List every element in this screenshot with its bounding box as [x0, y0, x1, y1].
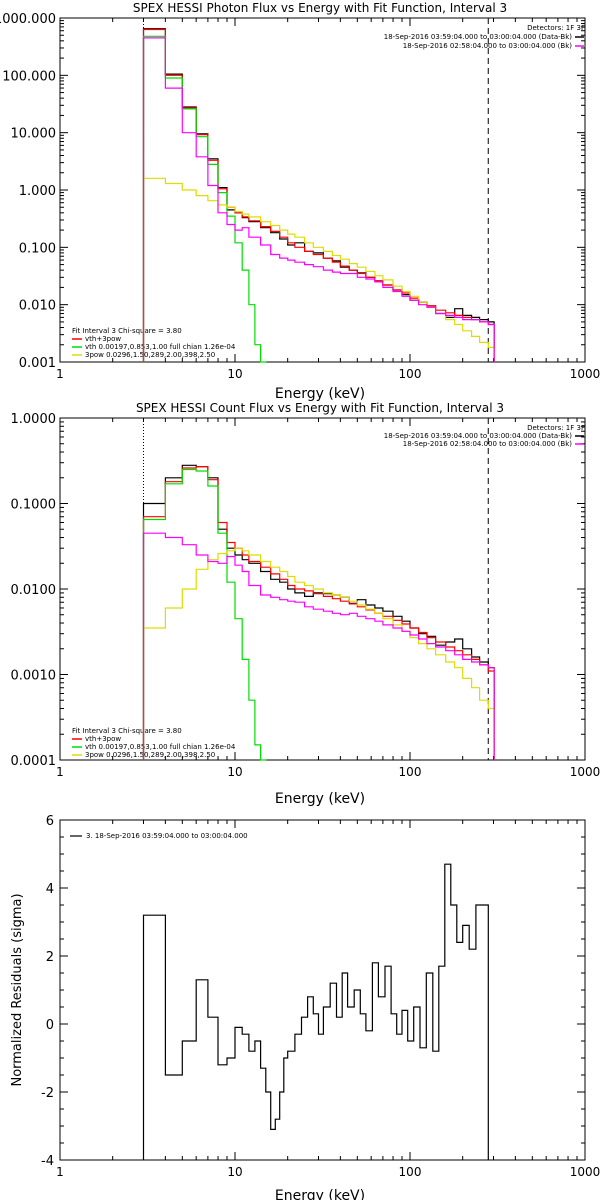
y-tick-label: 0.100 — [19, 241, 56, 256]
photon-flux-fit-line: vth 0.00197,0.853,1.00 full chian 1.26e-… — [85, 343, 236, 351]
count-flux-xlabel: Energy (keV) — [275, 791, 365, 807]
series-line-2 — [142, 35, 267, 363]
count-flux-info-line: 18-Sep-2016 03:59:04.000 to 03:00:04.000… — [384, 432, 573, 440]
x-tick-label: 10 — [227, 1165, 242, 1179]
y-tick-label: 0.010 — [19, 299, 56, 314]
residuals-xlabel: Energy (keV) — [275, 1188, 365, 1200]
y-tick-label: 10.000 — [11, 127, 57, 142]
x-tick-label: 100 — [399, 765, 422, 779]
series-line-4 — [142, 532, 495, 760]
photon-flux-info-line: 18-Sep-2016 02:58:04.000 to 03:00:04.000… — [403, 42, 573, 50]
y-tick-label: 0.001 — [19, 356, 56, 371]
photon-flux-info-line: 18-Sep-2016 03:59:04.000 to 03:00:04.000… — [384, 33, 573, 41]
y-tick-label: 100.000 — [2, 69, 56, 84]
series-line-3 — [142, 547, 495, 760]
y-tick-label: 4 — [46, 882, 54, 897]
y-tick-label: 1.000 — [19, 184, 56, 199]
count-flux-fit-line: vth 0.00197,0.853,1.00 full chian 1.26e-… — [85, 743, 236, 751]
residuals-ylabel: Normalized Residuals (sigma) — [10, 893, 25, 1086]
y-tick-label: -4 — [41, 1154, 54, 1169]
photon-flux-fit-line: 3pow 0.0296,1.50,289,2.00,398,2.50 — [85, 351, 215, 359]
y-tick-label: 0 — [46, 1018, 54, 1033]
plot-frame — [59, 819, 586, 1161]
count-flux-detectors: Detectors: 1F 3F — [527, 424, 585, 432]
x-tick-label: 10 — [227, 367, 242, 381]
series-line-2 — [142, 468, 267, 761]
residuals-panel: Energy (keV) Normalized Residuals (sigma… — [10, 814, 600, 1200]
photon-flux-detectors: Detectors: 1F 3F — [527, 24, 585, 32]
x-tick-label: 1000 — [570, 765, 600, 779]
plot-frame — [59, 17, 586, 363]
x-tick-label: 1 — [56, 367, 64, 381]
y-tick-label: 2 — [46, 950, 54, 965]
series-line-0 — [142, 863, 489, 1160]
y-tick-label: 0.0001 — [11, 754, 57, 769]
photon-flux-panel: SPEX HESSI Photon Flux vs Energy with Fi… — [0, 1, 600, 402]
count-flux-title: SPEX HESSI Count Flux vs Energy with Fit… — [136, 401, 504, 415]
photon-flux-xlabel: Energy (keV) — [275, 386, 365, 402]
count-flux-fit-line: 3pow 0.0296,1.50,289,2.00,398,2.50 — [85, 751, 215, 759]
y-tick-label: 6 — [46, 814, 54, 829]
series-line-3 — [142, 177, 495, 362]
photon-flux-fit-line: vth+3pow — [85, 335, 121, 343]
count-flux-fit-line: Fit Interval 3 Chi-square = 3.80 — [72, 727, 182, 735]
series-line-4 — [142, 37, 495, 362]
residuals-legend: 3. 18-Sep-2016 03:59:04.000 to 03:00:04.… — [86, 832, 248, 840]
y-tick-label: 0.0010 — [11, 669, 57, 684]
count-flux-fit-line: vth+3pow — [85, 735, 121, 743]
x-tick-label: 100 — [399, 367, 422, 381]
y-tick-label: 1000.000 — [0, 12, 56, 27]
x-tick-label: 1000 — [570, 1165, 600, 1179]
count-flux-panel: SPEX HESSI Count Flux vs Energy with Fit… — [11, 401, 600, 807]
series-line-0 — [142, 464, 495, 760]
y-tick-label: -2 — [41, 1086, 54, 1101]
y-tick-label: 1.0000 — [11, 412, 57, 427]
x-tick-label: 1 — [56, 765, 64, 779]
x-tick-label: 1000 — [570, 367, 600, 381]
photon-flux-title: SPEX HESSI Photon Flux vs Energy with Fi… — [133, 1, 507, 15]
y-tick-label: 0.1000 — [11, 498, 57, 513]
series-line-1 — [142, 466, 495, 760]
x-tick-label: 10 — [227, 765, 242, 779]
count-flux-info-line: 18-Sep-2016 02:58:04.000 to 03:00:04.000… — [403, 440, 573, 448]
y-tick-label: 0.0100 — [11, 583, 57, 598]
x-tick-label: 100 — [399, 1165, 422, 1179]
x-tick-label: 1 — [56, 1165, 64, 1179]
photon-flux-fit-line: Fit Interval 3 Chi-square = 3.80 — [72, 327, 182, 335]
